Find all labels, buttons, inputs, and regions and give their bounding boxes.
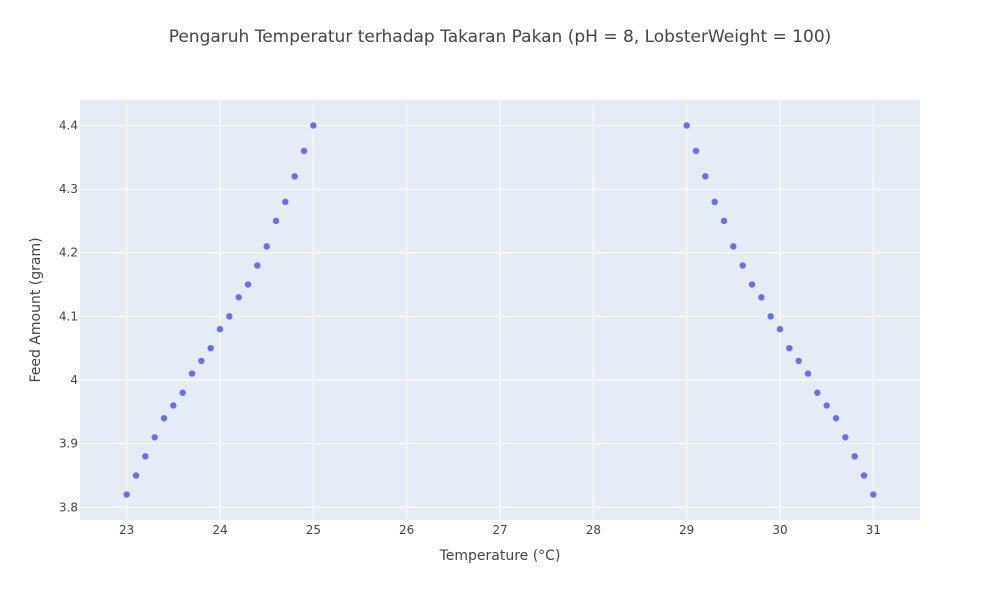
- x-tick-label: 26: [399, 523, 414, 537]
- data-point[interactable]: [170, 402, 177, 409]
- data-point[interactable]: [767, 313, 774, 320]
- x-tick-label: 31: [866, 523, 881, 537]
- data-point[interactable]: [720, 217, 728, 225]
- data-point[interactable]: [198, 357, 205, 365]
- y-tick-label: 4.1: [59, 309, 78, 323]
- data-point[interactable]: [804, 370, 812, 377]
- data-point[interactable]: [795, 357, 802, 365]
- x-tick-label: 27: [492, 523, 507, 537]
- data-point[interactable]: [272, 217, 280, 225]
- gridlines: [80, 100, 920, 520]
- data-point[interactable]: [776, 325, 784, 333]
- data-point[interactable]: [282, 198, 289, 206]
- data-point[interactable]: [160, 414, 168, 422]
- data-point[interactable]: [683, 122, 690, 129]
- data-point[interactable]: [702, 173, 709, 180]
- data-point[interactable]: [870, 491, 877, 498]
- y-tick-label: 3.8: [59, 500, 78, 514]
- x-tick-label: 29: [679, 523, 694, 537]
- data-point[interactable]: [123, 491, 130, 498]
- data-point[interactable]: [823, 402, 830, 409]
- y-tick-label: 4.3: [59, 182, 78, 196]
- data-point[interactable]: [244, 281, 252, 288]
- x-tick-label: 23: [119, 523, 134, 537]
- data-point[interactable]: [207, 344, 214, 352]
- data-points: [123, 122, 877, 498]
- x-axis-title: Temperature (°C): [439, 548, 561, 564]
- x-tick-label: 25: [306, 523, 321, 537]
- data-point[interactable]: [692, 147, 700, 155]
- data-point[interactable]: [179, 389, 186, 396]
- y-axis-ticks: 3.8 3.9 4 4.1 4.2 4.3 4.4: [59, 118, 78, 514]
- data-point[interactable]: [860, 472, 868, 479]
- data-point[interactable]: [748, 281, 756, 288]
- data-point[interactable]: [739, 262, 746, 269]
- data-point[interactable]: [291, 173, 298, 180]
- data-point[interactable]: [235, 294, 242, 301]
- data-point[interactable]: [310, 122, 317, 129]
- data-point[interactable]: [851, 453, 858, 460]
- data-point[interactable]: [832, 414, 840, 422]
- x-tick-label: 24: [212, 523, 227, 537]
- y-tick-label: 4.2: [59, 246, 78, 260]
- data-point[interactable]: [711, 198, 718, 206]
- x-tick-label: 30: [772, 523, 787, 537]
- data-point[interactable]: [151, 434, 158, 441]
- data-point[interactable]: [226, 313, 233, 320]
- data-point[interactable]: [300, 147, 308, 155]
- y-tick-label: 4: [70, 373, 78, 387]
- data-point[interactable]: [758, 294, 765, 301]
- data-point[interactable]: [786, 344, 793, 352]
- data-point[interactable]: [132, 472, 140, 479]
- data-point[interactable]: [142, 453, 149, 460]
- x-axis-ticks: 23 24 25 26 27 28 29 30 31: [119, 523, 881, 537]
- data-point[interactable]: [188, 370, 196, 377]
- data-point[interactable]: [842, 434, 849, 441]
- y-tick-label: 3.9: [59, 437, 78, 451]
- data-point[interactable]: [814, 389, 821, 396]
- chart-title: Pengaruh Temperatur terhadap Takaran Pak…: [169, 27, 832, 47]
- x-tick-label: 28: [586, 523, 601, 537]
- data-point[interactable]: [216, 325, 224, 333]
- data-point[interactable]: [254, 262, 261, 269]
- y-axis-title: Feed Amount (gram): [28, 237, 44, 382]
- y-tick-label: 4.4: [59, 118, 78, 132]
- data-point[interactable]: [730, 243, 737, 250]
- data-point[interactable]: [263, 243, 270, 250]
